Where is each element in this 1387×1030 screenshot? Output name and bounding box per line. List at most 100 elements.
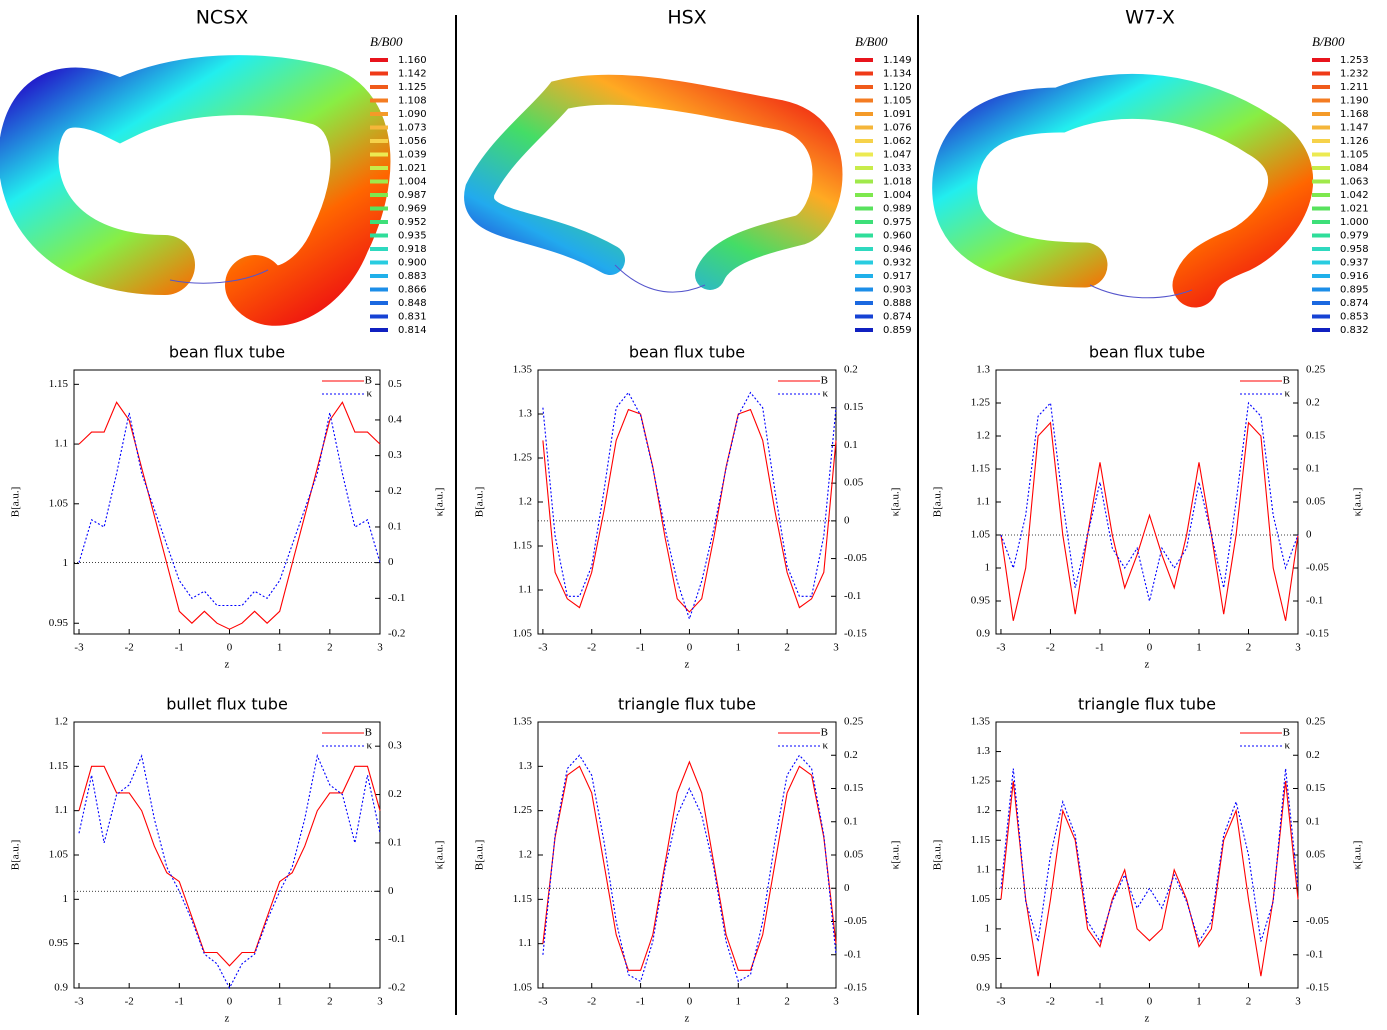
colorbar-level: 1.211 [1340, 82, 1369, 93]
colorbar-swatch [1312, 179, 1330, 184]
x-tick-label: -2 [125, 642, 134, 654]
y2-tick-label: -0.1 [844, 948, 861, 960]
colorbar-level: 0.831 [398, 312, 427, 323]
y-tick-label: 1.15 [49, 378, 69, 390]
x-axis-label: z [225, 1013, 230, 1025]
colorbar-swatch [1312, 287, 1330, 292]
colorbar-level: 1.091 [883, 109, 912, 120]
y2-tick-label: 0.2 [388, 788, 402, 800]
colorbar-swatch [1312, 166, 1330, 170]
y-tick-label: 1.2 [518, 849, 532, 861]
x-tick-label: -1 [175, 642, 184, 654]
colorbar-swatch [1312, 139, 1330, 143]
x-axis-label: z [685, 659, 690, 671]
colorbar-level: 1.120 [883, 82, 912, 93]
chart-title: bullet flux tube [166, 695, 288, 714]
colorbar-level: 0.859 [883, 325, 912, 336]
colorbar-level: 1.018 [883, 177, 912, 188]
y2-tick-label: -0.2 [388, 628, 405, 640]
x-tick-label: 3 [1295, 996, 1301, 1008]
series-line [78, 765, 381, 967]
plot-frame [73, 369, 381, 635]
y-tick-label: 1.3 [976, 745, 990, 757]
y2-tick-label: -0.05 [1306, 562, 1329, 574]
colorbar-swatch [1312, 274, 1330, 278]
colorbar-level: 0.874 [1340, 298, 1369, 309]
colorbar-level: 0.888 [883, 298, 912, 309]
plot-frame [73, 721, 381, 989]
colorbar-label: B/B00 [1312, 34, 1345, 49]
x-tick-label: -2 [587, 642, 596, 654]
colorbar-level: 1.126 [1340, 136, 1369, 147]
chart-title: bean flux tube [169, 343, 285, 362]
y2-tick-label: -0.1 [1306, 595, 1323, 607]
colorbar-swatch [1312, 98, 1330, 103]
y2-tick-label: 0 [1306, 882, 1312, 894]
colorbar-level: 0.989 [883, 204, 912, 215]
colorbar-level: 0.848 [398, 298, 427, 309]
plot-frame [537, 369, 837, 635]
colorbar-level: 1.149 [883, 55, 912, 66]
colorbar-swatch [370, 233, 388, 238]
y-tick-label: 1.35 [971, 716, 991, 728]
colorbar-swatch [1312, 247, 1330, 251]
x-tick-label: -2 [1046, 642, 1055, 654]
legend-label: κ [366, 388, 372, 400]
x-tick-label: 1 [1196, 642, 1202, 654]
colorbar-swatch [1312, 328, 1330, 332]
x-tick-label: -2 [1046, 996, 1055, 1008]
colorbar-level: 1.190 [1340, 96, 1369, 107]
colorbar-level: 0.900 [398, 258, 427, 269]
y2-tick-label: 0.2 [844, 749, 858, 761]
chart-title: bean flux tube [1089, 343, 1205, 362]
y-axis-label: B[a.u.] [474, 487, 486, 518]
x-tick-label: 0 [687, 642, 693, 654]
x-tick-label: 3 [1295, 642, 1301, 654]
colorbar-level: 0.969 [398, 204, 427, 215]
series-line [542, 391, 837, 621]
legend-label: κ [1284, 388, 1290, 400]
legend-label: κ [1284, 740, 1290, 752]
colorbar-level: 1.134 [883, 69, 912, 80]
y-tick-label: 1.3 [518, 408, 532, 420]
legend-label: B [365, 727, 372, 739]
colorbar-swatch [1312, 152, 1330, 157]
y2-axis-label: κ[a.u.] [890, 488, 902, 517]
y2-tick-label: 0.1 [388, 836, 402, 848]
colorbar-level: 1.076 [883, 123, 912, 134]
colorbar-level: 1.056 [398, 136, 427, 147]
colorbar-level: 1.063 [1340, 177, 1369, 188]
colorbar-level: 0.958 [1340, 244, 1369, 255]
hsx-surface [464, 74, 843, 293]
x-axis-label: z [225, 659, 230, 671]
colorbar-swatch [855, 247, 873, 251]
x-tick-label: 1 [277, 642, 283, 654]
y-tick-label: 1.15 [49, 760, 69, 772]
colorbar-swatch [855, 85, 873, 89]
y2-tick-label: 0.15 [844, 401, 864, 413]
y2-tick-label: -0.15 [844, 628, 867, 640]
y2-axis-label: κ[a.u.] [434, 841, 446, 870]
x-tick-label: 1 [277, 996, 283, 1008]
y2-tick-label: 0 [388, 556, 394, 568]
colorbar-level: 1.047 [883, 150, 912, 161]
legend-label: B [821, 727, 828, 739]
y-tick-label: 1.3 [976, 364, 990, 376]
colorbar-swatch [370, 193, 388, 197]
y2-tick-label: 0.05 [844, 477, 864, 489]
y2-tick-label: 0.25 [1306, 364, 1326, 376]
x-tick-label: 0 [1147, 996, 1153, 1008]
y-tick-label: 1.05 [513, 982, 533, 994]
y-tick-label: 1.05 [513, 628, 533, 640]
colorbar-swatch [370, 260, 388, 265]
colorbar-level: 0.866 [398, 285, 427, 296]
y-tick-label: 1.25 [971, 775, 991, 787]
legend-label: B [821, 375, 828, 387]
series-line [1000, 768, 1299, 943]
colorbar-level: 1.004 [883, 190, 912, 201]
colorbar-level: 0.853 [1340, 312, 1369, 323]
colorbar-swatch [370, 71, 388, 76]
y2-axis-label: κ[a.u.] [434, 488, 446, 517]
y-tick-label: 1.1 [518, 937, 532, 949]
y-axis-label: B[a.u.] [474, 840, 486, 871]
